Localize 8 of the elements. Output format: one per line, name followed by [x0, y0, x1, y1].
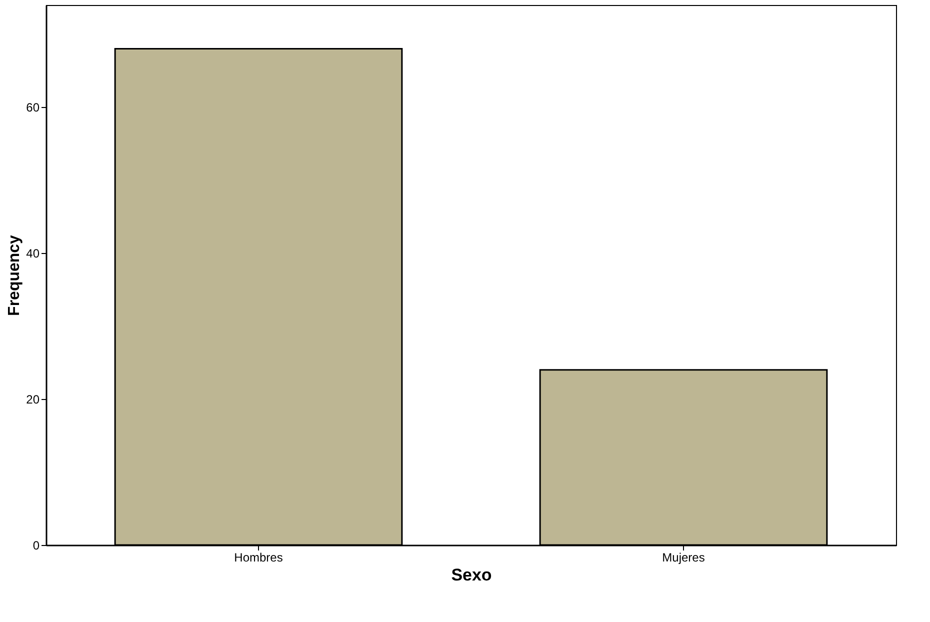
y-axis-title: Frequency: [6, 234, 24, 316]
x-tick-label: Mujeres: [662, 550, 705, 564]
x-axis-title: Sexo: [451, 566, 492, 584]
x-tick-label: Hombres: [234, 550, 283, 564]
y-tick-label: 40: [26, 246, 40, 261]
y-tick-label: 60: [26, 100, 40, 115]
y-tick-label: 0: [32, 538, 40, 552]
y-tick-label: 20: [26, 392, 40, 407]
